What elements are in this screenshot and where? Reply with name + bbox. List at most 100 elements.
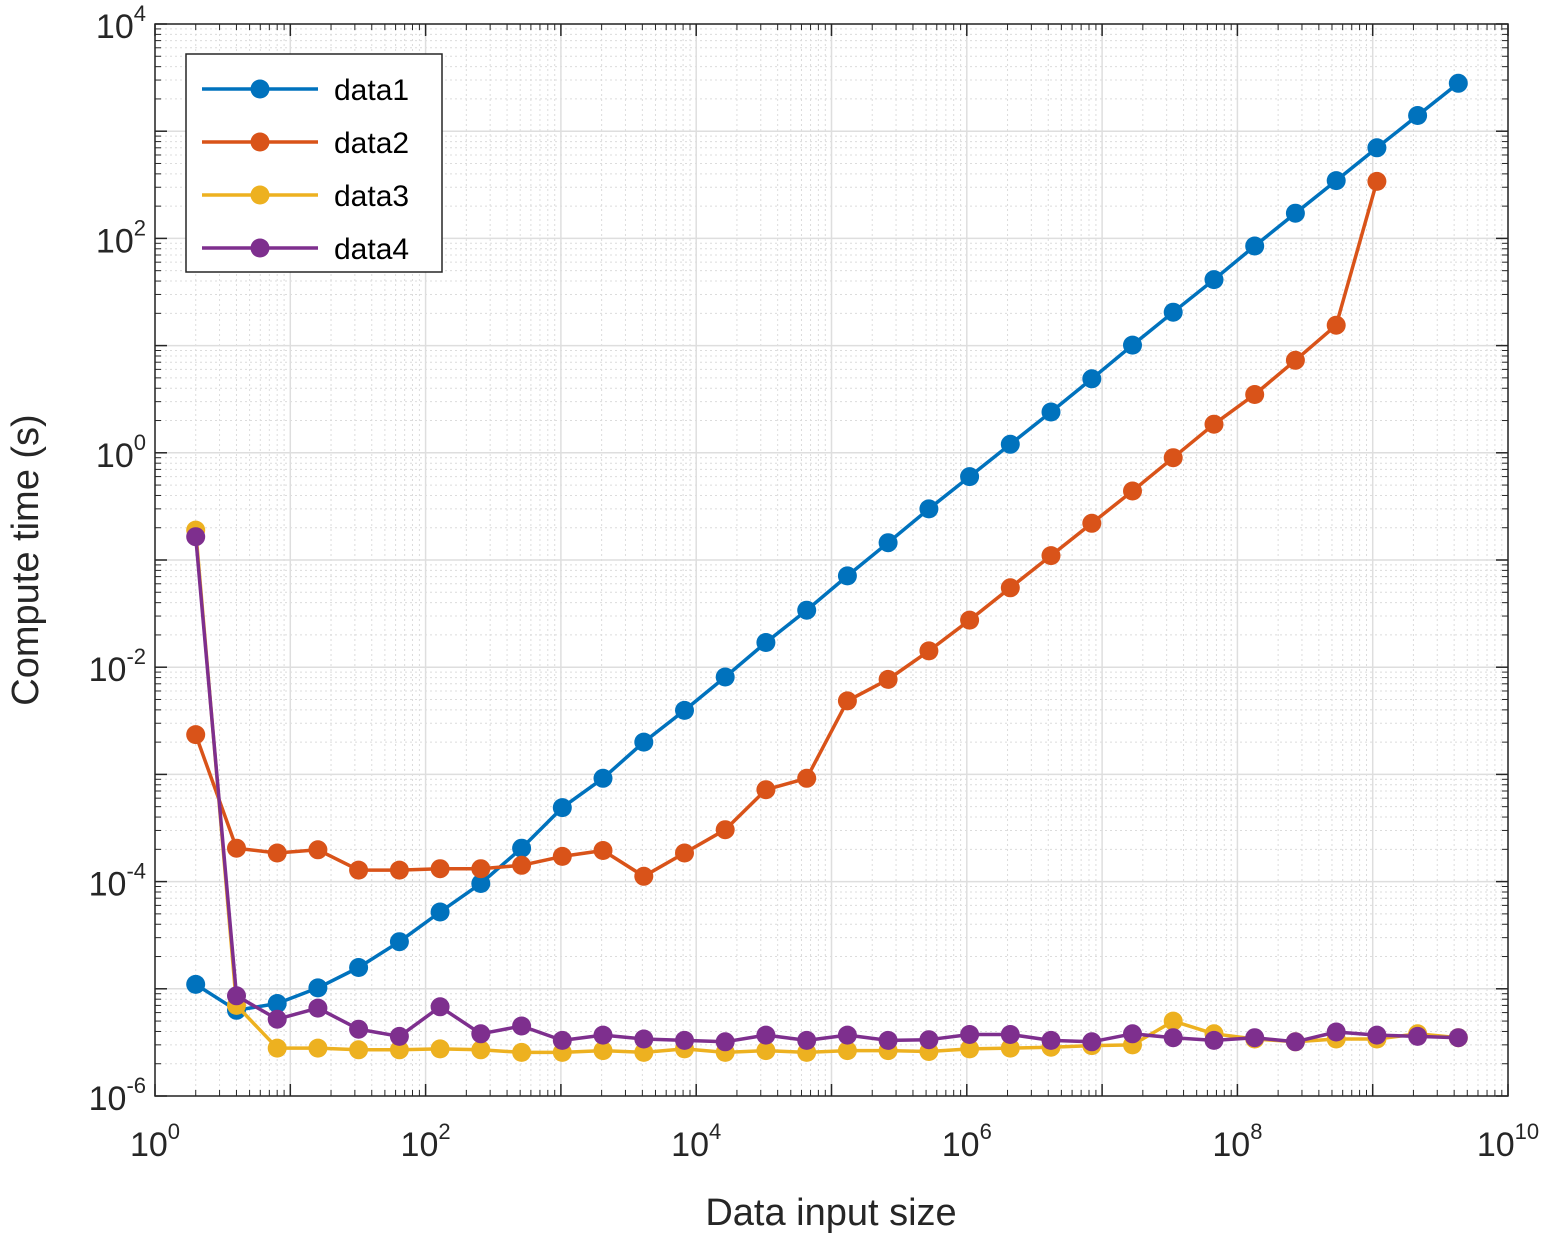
data-point-data3 [593, 1041, 613, 1061]
data-point-data1 [349, 958, 369, 977]
x-tick-base: 10 [942, 1126, 980, 1164]
data-point-data2 [593, 841, 613, 860]
data-point-data1 [389, 932, 409, 952]
data-point-data2 [552, 846, 572, 866]
data-point-data4 [634, 1029, 654, 1049]
data-point-data4 [1408, 1026, 1428, 1046]
x-tick-label: 1010 [1477, 1119, 1539, 1164]
data-point-data2 [1204, 414, 1224, 434]
data-point-data2 [430, 859, 450, 879]
data-point-data4 [186, 527, 206, 547]
data-point-data1 [593, 768, 613, 788]
legend-marker [250, 132, 270, 152]
legend-label: data2 [334, 127, 409, 160]
y-tick-exponent: -6 [126, 1073, 146, 1098]
data-point-data2 [349, 860, 369, 880]
data-point-data2 [919, 641, 939, 661]
x-tick-label: 102 [401, 1119, 451, 1164]
data-point-data2 [267, 843, 287, 863]
data-point-data3 [1163, 1011, 1183, 1031]
data-point-data4 [1204, 1030, 1224, 1050]
data-point-data3 [634, 1042, 654, 1062]
data-point-data4 [267, 1009, 287, 1029]
series-data1 [186, 73, 1468, 1020]
series-data2 [186, 171, 1387, 886]
data-point-data1 [919, 499, 939, 519]
data-point-data2 [715, 820, 735, 840]
x-tick-label: 106 [942, 1119, 992, 1164]
data-point-data3 [960, 1039, 980, 1059]
data-point-data2 [471, 859, 491, 879]
y-tick-label: 102 [96, 215, 146, 260]
x-tick-base: 10 [130, 1126, 168, 1164]
x-tick-exponent: 0 [168, 1119, 180, 1144]
data-point-data1 [552, 798, 572, 818]
x-tick-label: 104 [671, 1119, 721, 1164]
data-point-data4 [1082, 1032, 1102, 1052]
data-point-data1 [471, 874, 491, 893]
data-point-data1 [1245, 236, 1265, 256]
data-point-data3 [267, 1038, 287, 1058]
legend-entry-data1: data1 [202, 74, 409, 107]
data-point-data1 [1204, 270, 1224, 290]
y-tick-label: 10-6 [89, 1073, 146, 1118]
x-tick-exponent: 2 [438, 1119, 450, 1144]
data-point-data3 [308, 1038, 328, 1058]
data-point-data4 [1000, 1025, 1020, 1044]
y-tick-exponent: -4 [126, 859, 146, 884]
data-point-data3 [430, 1039, 450, 1059]
axis-labels: Data input size Compute time (s) [5, 414, 957, 1234]
data-point-data1 [1408, 106, 1428, 125]
x-tick-base: 10 [671, 1126, 709, 1164]
series-lines [186, 73, 1468, 1062]
y-tick-label: 10-4 [89, 859, 146, 904]
y-axis-label: Compute time (s) [5, 414, 47, 705]
y-tick-base: 10 [96, 8, 134, 46]
data-point-data3 [471, 1040, 491, 1060]
data-point-data4 [471, 1024, 491, 1044]
data-point-data3 [512, 1042, 532, 1062]
data-point-data4 [552, 1030, 572, 1050]
legend-marker [250, 238, 270, 258]
y-tick-exponent: 0 [134, 430, 146, 455]
data-point-data2 [389, 860, 409, 880]
data-point-data1 [756, 633, 776, 652]
data-point-data1 [512, 838, 532, 858]
data-point-data2 [1082, 513, 1102, 533]
x-tick-exponent: 4 [709, 1119, 721, 1144]
data-point-data4 [1123, 1024, 1142, 1044]
data-point-data1 [430, 902, 450, 922]
x-tick-exponent: 6 [980, 1119, 992, 1144]
data-point-data4 [593, 1025, 613, 1045]
data-point-data2 [797, 768, 817, 788]
data-point-data2 [960, 610, 980, 630]
data-point-data4 [389, 1026, 409, 1046]
x-tick-exponent: 10 [1515, 1119, 1539, 1144]
data-point-data2 [1041, 546, 1061, 566]
data-point-data2 [1000, 578, 1020, 598]
legend-marker [250, 185, 270, 205]
data-point-data1 [634, 732, 654, 752]
y-tick-label: 100 [96, 430, 146, 475]
data-point-data4 [878, 1030, 898, 1050]
data-point-data4 [349, 1019, 369, 1039]
legend-label: data1 [334, 74, 409, 107]
data-point-data4 [430, 997, 450, 1017]
legend-label: data4 [334, 233, 409, 266]
data-point-data4 [1041, 1030, 1061, 1050]
data-point-data1 [960, 467, 980, 487]
legend-entry-data2: data2 [202, 127, 409, 160]
data-point-data4 [1448, 1028, 1468, 1048]
y-tick-label: 10-2 [89, 644, 146, 689]
data-point-data4 [227, 986, 246, 1006]
data-point-data2 [1163, 448, 1183, 468]
y-tick-base: 10 [96, 222, 134, 260]
y-tick-base: 10 [89, 651, 127, 689]
x-tick-label: 108 [1212, 1119, 1262, 1164]
data-point-data4 [675, 1030, 694, 1050]
data-point-data4 [919, 1030, 939, 1050]
data-point-data1 [878, 533, 898, 553]
y-tick-exponent: 4 [134, 1, 146, 26]
